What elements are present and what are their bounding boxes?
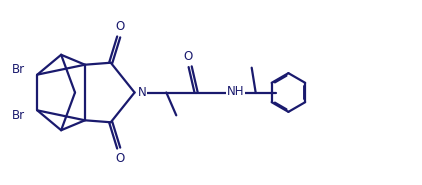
Text: Br: Br — [12, 109, 25, 122]
Text: NH: NH — [227, 85, 244, 98]
Text: Br: Br — [12, 63, 25, 76]
Text: O: O — [115, 152, 124, 165]
Text: O: O — [184, 50, 193, 63]
Text: O: O — [115, 20, 124, 33]
Text: N: N — [138, 86, 146, 99]
